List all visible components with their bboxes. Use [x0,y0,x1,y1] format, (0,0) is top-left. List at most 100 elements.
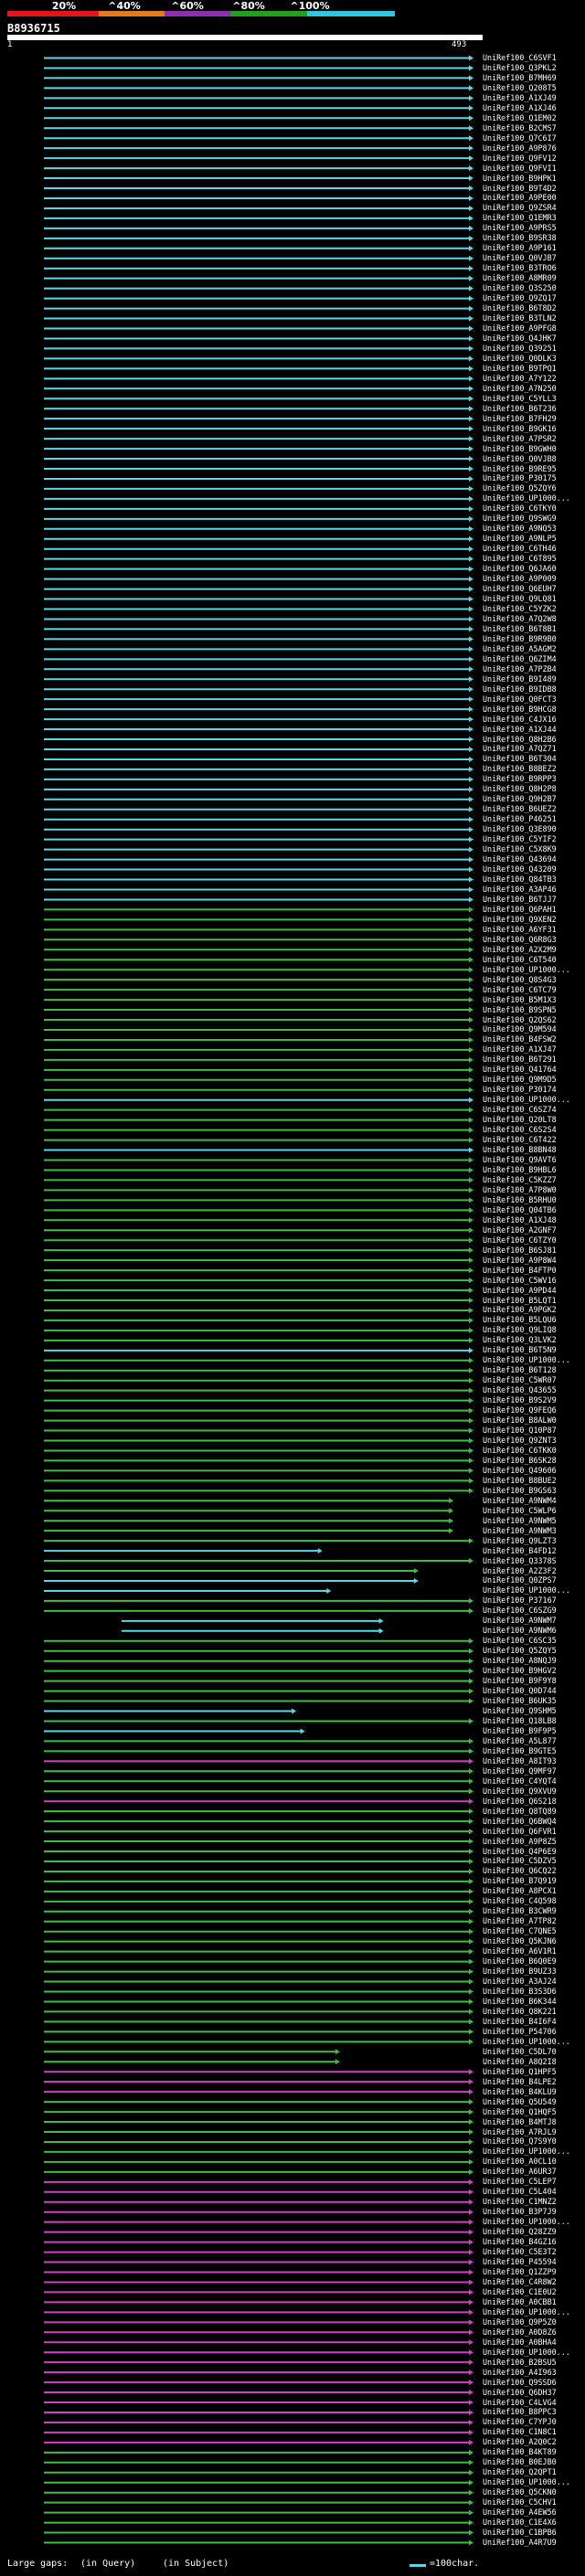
hit-label[interactable]: UniRef100_B3P7J9 [483,2207,557,2217]
hit-label[interactable]: UniRef100_C7YPJ0 [483,2417,557,2427]
hit-label[interactable]: UniRef100_B9SR38 [483,233,557,243]
hit-label[interactable]: UniRef100_Q9FV12 [483,153,557,163]
hit-label[interactable]: UniRef100_Q5CKN0 [483,2487,557,2497]
hit-label[interactable]: UniRef100_C6S2S4 [483,1125,557,1135]
hit-label[interactable]: UniRef100_B9UZ33 [483,1966,557,1977]
hit-label[interactable]: UniRef100_A1XJ48 [483,1214,557,1224]
hit-label[interactable]: UniRef100_C6TKY0 [483,504,557,514]
hit-label[interactable]: UniRef100_Q9FEQ6 [483,1405,557,1415]
hit-label[interactable]: UniRef100_A9P876 [483,143,557,153]
hit-label[interactable]: UniRef100_Q5ZQY5 [483,1646,557,1656]
hit-label[interactable]: UniRef100_B5M1X3 [483,994,557,1004]
hit-label[interactable]: UniRef100_Q49606 [483,1465,557,1475]
hit-label[interactable]: UniRef100_A6UR37 [483,2167,557,2177]
hit-label[interactable]: UniRef100_B4FSW2 [483,1034,557,1044]
hit-label[interactable]: UniRef100_Q2QPT1 [483,2467,557,2477]
hit-label[interactable]: UniRef100_B7FH29 [483,413,557,423]
hit-label[interactable]: UniRef100_P37167 [483,1595,557,1606]
hit-label[interactable]: UniRef100_Q3E890 [483,824,557,834]
hit-label[interactable]: UniRef100_Q9AVT6 [483,1155,557,1164]
hit-label[interactable]: UniRef100_Q10P87 [483,1426,557,1436]
hit-label[interactable]: UniRef100_Q1EMR3 [483,213,557,223]
hit-label[interactable]: UniRef100_B5LQT1 [483,1295,557,1305]
hit-label[interactable]: UniRef100_B9TPQ1 [483,363,557,373]
hit-label[interactable]: UniRef100_Q9ZQ17 [483,293,557,303]
hit-label[interactable]: UniRef100_A7PZB4 [483,663,557,673]
hit-label[interactable]: UniRef100_Q6ZIM4 [483,653,557,663]
hit-label[interactable]: UniRef100_B3TRO6 [483,263,557,273]
hit-label[interactable]: UniRef100_Q6PAH1 [483,904,557,914]
hit-label[interactable]: UniRef100_B9HPK1 [483,173,557,183]
hit-label[interactable]: UniRef100_Q8K221 [483,2006,557,2016]
hit-label[interactable]: UniRef100_B0EJB0 [483,2457,557,2467]
hit-label[interactable]: UniRef100_Q7S9Y0 [483,2136,557,2147]
hit-label[interactable]: UniRef100_Q9H2B7 [483,794,557,804]
hit-label[interactable]: UniRef100_A4I963 [483,2367,557,2377]
hit-label[interactable]: UniRef100_UP1000... [483,2036,570,2046]
hit-label[interactable]: UniRef100_C4YQT4 [483,1776,557,1786]
hit-label[interactable]: UniRef100_Q1ZZP9 [483,2266,557,2276]
hit-label[interactable]: UniRef100_A0CBB1 [483,2296,557,2306]
hit-label[interactable]: UniRef100_UP1000... [483,2347,570,2357]
hit-label[interactable]: UniRef100_C5WR07 [483,1375,557,1385]
hit-label[interactable]: UniRef100_A1XJ49 [483,92,557,102]
hit-label[interactable]: UniRef100_B2CMS7 [483,122,557,133]
hit-label[interactable]: UniRef100_C6TC79 [483,984,557,994]
hit-label[interactable]: UniRef100_A2X2M9 [483,944,557,954]
hit-label[interactable]: UniRef100_A8NQJ9 [483,1656,557,1666]
hit-label[interactable]: UniRef100_B4FD12 [483,1545,557,1555]
hit-label[interactable]: UniRef100_A5L877 [483,1735,557,1745]
hit-label[interactable]: UniRef100_B6T8B1 [483,623,557,633]
hit-label[interactable]: UniRef100_B9GWH0 [483,443,557,453]
hit-label[interactable]: UniRef100_Q9LQ81 [483,594,557,604]
hit-label[interactable]: UniRef100_A9P8W4 [483,1255,557,1265]
hit-label[interactable]: UniRef100_B9F9P5 [483,1725,557,1735]
hit-label[interactable]: UniRef100_Q39251 [483,343,557,353]
hit-label[interactable]: UniRef100_UP1000... [483,2147,570,2157]
hit-label[interactable]: UniRef100_Q6BWQ4 [483,1816,557,1826]
hit-label[interactable]: UniRef100_Q9SHM5 [483,1706,557,1716]
hit-label[interactable]: UniRef100_A7Q2W8 [483,613,557,623]
hit-label[interactable]: UniRef100_A9PFG8 [483,323,557,333]
hit-label[interactable]: UniRef100_Q8S4G3 [483,974,557,984]
hit-label[interactable]: UniRef100_Q0D744 [483,1686,557,1696]
hit-label[interactable]: UniRef100_A7QZ71 [483,744,557,754]
hit-label[interactable]: UniRef100_B9RPP3 [483,774,557,784]
hit-label[interactable]: UniRef100_Q20LT8 [483,1115,557,1125]
hit-label[interactable]: UniRef100_C4LVG4 [483,2397,557,2407]
hit-label[interactable]: UniRef100_C6T895 [483,554,557,564]
hit-label[interactable]: UniRef100_A9NLP5 [483,534,557,544]
hit-label[interactable]: UniRef100_A3AP46 [483,884,557,894]
hit-label[interactable]: UniRef100_A9NWM5 [483,1515,557,1525]
hit-label[interactable]: UniRef100_B9HGV2 [483,1666,557,1676]
hit-label[interactable]: UniRef100_Q208T5 [483,82,557,92]
hit-label[interactable]: UniRef100_A7TP82 [483,1916,557,1926]
hit-label[interactable]: UniRef100_A2GNF7 [483,1224,557,1235]
hit-label[interactable]: UniRef100_C5LEP7 [483,2177,557,2187]
hit-label[interactable]: UniRef100_C6SVF1 [483,52,557,62]
hit-label[interactable]: UniRef100_C1MNZ2 [483,2197,557,2207]
hit-label[interactable]: UniRef100_C5YZK2 [483,603,557,613]
hit-label[interactable]: UniRef100_A7Y122 [483,373,557,383]
hit-label[interactable]: UniRef100_C5L404 [483,2187,557,2197]
hit-label[interactable]: UniRef100_UP1000... [483,2217,570,2227]
hit-label[interactable]: UniRef100_A9NWM4 [483,1495,557,1505]
hit-label[interactable]: UniRef100_B4KLU9 [483,2086,557,2096]
hit-label[interactable]: UniRef100_B9GTE5 [483,1745,557,1755]
hit-label[interactable]: UniRef100_UP1000... [483,2477,570,2487]
hit-label[interactable]: UniRef100_B8BN48 [483,1145,557,1155]
hit-label[interactable]: UniRef100_P54706 [483,2026,557,2036]
hit-label[interactable]: UniRef100_B8PPC3 [483,2407,557,2417]
hit-label[interactable]: UniRef100_C1BPB6 [483,2528,557,2538]
hit-label[interactable]: UniRef100_Q5U549 [483,2096,557,2106]
hit-label[interactable]: UniRef100_Q5ZQY6 [483,483,557,493]
hit-label[interactable]: UniRef100_B6T236 [483,403,557,413]
hit-label[interactable]: UniRef100_Q84TB3 [483,875,557,885]
hit-label[interactable]: UniRef100_B4FTP0 [483,1265,557,1275]
hit-label[interactable]: UniRef100_A6YF31 [483,924,557,934]
hit-label[interactable]: UniRef100_C6TZY0 [483,1235,557,1245]
hit-label[interactable]: UniRef100_B9S2V9 [483,1395,557,1405]
hit-label[interactable]: UniRef100_Q8H2B6 [483,734,557,744]
hit-label[interactable]: UniRef100_B6T5N9 [483,1345,557,1355]
hit-label[interactable]: UniRef100_C6TH46 [483,544,557,554]
